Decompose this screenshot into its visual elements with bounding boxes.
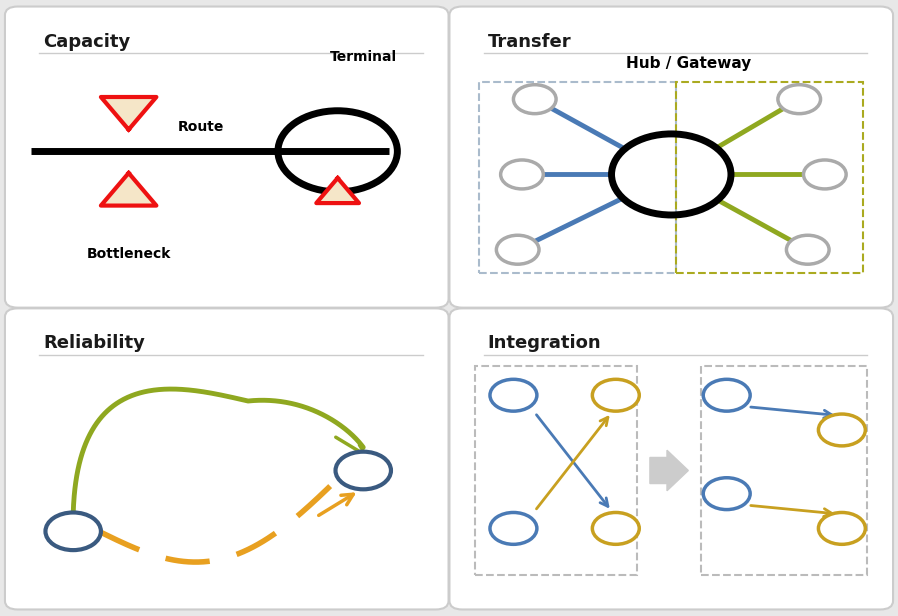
Circle shape [703,379,750,411]
Circle shape [497,235,539,264]
Bar [475,367,638,575]
Text: Capacity: Capacity [43,33,130,51]
Circle shape [818,513,866,545]
Circle shape [336,452,391,489]
Circle shape [490,513,537,545]
Text: Reliability: Reliability [43,334,145,352]
Circle shape [514,85,556,113]
FancyBboxPatch shape [449,7,893,307]
FancyBboxPatch shape [5,309,448,609]
Circle shape [501,160,543,189]
Circle shape [593,513,639,545]
Circle shape [778,85,821,113]
Bar [675,82,863,273]
Polygon shape [101,173,156,206]
FancyArrow shape [650,450,688,491]
FancyBboxPatch shape [5,7,448,307]
Text: Terminal: Terminal [330,51,397,65]
Text: Route: Route [178,120,224,134]
Circle shape [46,513,101,550]
Bar [480,82,675,273]
Circle shape [787,235,829,264]
Polygon shape [316,178,359,203]
Text: Integration: Integration [488,334,602,352]
Polygon shape [101,97,156,129]
Text: Bottleneck: Bottleneck [86,247,171,261]
Circle shape [818,414,866,446]
Text: Hub / Gateway: Hub / Gateway [626,56,751,71]
Bar [701,367,867,575]
Circle shape [703,478,750,509]
FancyBboxPatch shape [449,309,893,609]
Circle shape [490,379,537,411]
Circle shape [804,160,846,189]
Circle shape [593,379,639,411]
Text: Transfer: Transfer [488,33,571,51]
